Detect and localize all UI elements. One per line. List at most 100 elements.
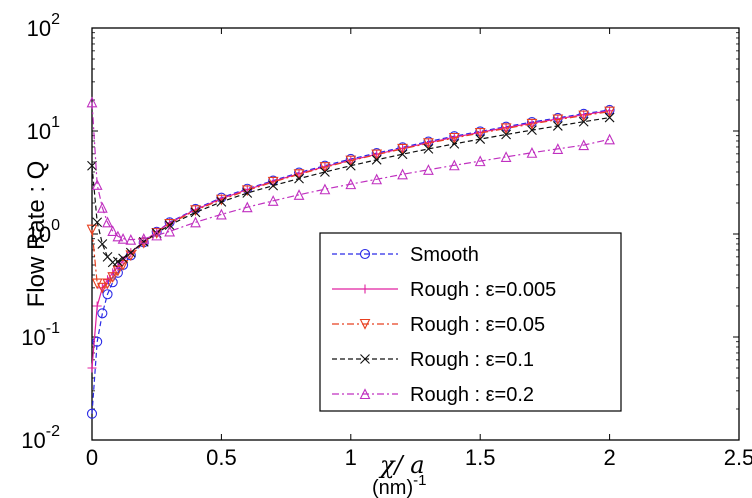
data-point — [138, 232, 150, 244]
data-point — [96, 282, 108, 294]
data-point — [102, 216, 113, 228]
data-point — [371, 149, 383, 161]
data-point — [96, 201, 108, 213]
legend-swatch-marker — [360, 284, 370, 294]
data-point — [449, 138, 460, 149]
y-tick-base: 10 — [21, 428, 45, 453]
x-axis-label-unit: (nm)-1 — [372, 472, 426, 498]
data-point — [371, 173, 383, 185]
data-point — [190, 216, 201, 228]
data-point — [268, 180, 279, 191]
data-point — [578, 110, 590, 122]
series-4 — [87, 112, 615, 268]
data-point — [474, 128, 486, 139]
data-point — [320, 167, 330, 177]
data-point — [241, 201, 253, 213]
y-tick-exp: 1 — [51, 114, 60, 131]
data-point — [112, 265, 124, 277]
x-tick-label: 1.5 — [465, 445, 496, 470]
data-point — [294, 173, 304, 184]
data-point — [552, 114, 564, 126]
legend-item: Rough : ε=0.1 — [332, 349, 534, 371]
legend-item: Smooth — [332, 244, 479, 266]
data-point — [267, 176, 279, 188]
y-tick-label: 101 — [27, 114, 60, 144]
data-point — [87, 160, 97, 171]
y-tick-exp: -2 — [46, 423, 60, 440]
data-point — [87, 363, 97, 373]
data-point — [527, 125, 537, 136]
y-tick-base: 10 — [27, 119, 51, 144]
x-tick-label: 0.5 — [206, 445, 237, 470]
data-point — [397, 143, 408, 155]
y-tick-exp: 0 — [51, 217, 60, 234]
y-axis-label: Flow Rate : Q — [23, 161, 50, 308]
legend-label: Rough : ε=0.1 — [410, 349, 534, 371]
data-point — [103, 275, 113, 285]
data-point — [423, 138, 434, 150]
data-point — [112, 256, 123, 267]
y-tick-label: 102 — [27, 11, 60, 41]
legend-items: Smooth Rough : ε=0.005 Rough : ε=0.05 Rough… — [332, 244, 556, 406]
legend-box — [319, 232, 622, 412]
data-point — [552, 143, 564, 154]
data-point — [526, 118, 538, 130]
legend-swatch-marker — [359, 388, 371, 400]
x-axis-unit-exp: -1 — [413, 472, 426, 489]
y-tick-base: 10 — [21, 325, 45, 350]
data-point — [97, 308, 108, 319]
data-point — [118, 253, 128, 264]
data-point — [151, 229, 163, 241]
data-point — [125, 247, 136, 258]
data-point — [92, 301, 102, 311]
data-point — [604, 106, 615, 118]
x-tick-label: 2 — [603, 445, 615, 470]
data-point — [112, 230, 124, 242]
legend-label: Rough : ε=0.005 — [410, 279, 556, 301]
y-tick-exp: 2 — [51, 11, 60, 28]
series-line — [91, 117, 610, 264]
legend-label: Smooth — [410, 244, 479, 266]
data-point — [423, 144, 434, 154]
series-3 — [86, 106, 615, 294]
data-point — [151, 228, 163, 239]
data-point — [319, 162, 331, 173]
data-point — [526, 147, 538, 158]
data-point — [578, 139, 590, 151]
data-point — [92, 217, 103, 228]
data-point — [500, 123, 512, 135]
data-point — [107, 225, 119, 237]
y-tick-label: 100 — [27, 217, 60, 247]
data-point — [190, 207, 201, 218]
data-point — [102, 278, 113, 290]
legend-item: Rough : ε=0.2 — [332, 384, 534, 406]
data-point — [578, 116, 589, 127]
data-point — [604, 133, 615, 145]
x-tick-label: 1 — [345, 445, 357, 470]
x-tick-label: 2.5 — [724, 445, 752, 470]
data-point — [319, 183, 331, 195]
x-axis-unit-base: (nm) — [372, 477, 413, 498]
data-point — [423, 164, 434, 175]
data-point — [91, 179, 103, 190]
legend: Smooth Rough : ε=0.005 Rough : ε=0.05 Rough… — [319, 232, 622, 412]
legend-label: Rough : ε=0.05 — [410, 314, 545, 336]
data-point — [242, 188, 253, 198]
data-point — [345, 178, 357, 190]
data-point — [293, 189, 305, 200]
data-point — [86, 408, 98, 419]
data-point — [117, 232, 129, 244]
y-tick-label: 10-2 — [21, 423, 60, 453]
x-axis-label-symbol: χ/ a — [378, 451, 425, 479]
legend-label: Rough : ε=0.2 — [410, 384, 534, 406]
legend-swatch-marker — [359, 248, 371, 260]
data-point — [138, 236, 149, 247]
x-axis-label: χ/ a (nm)-1 — [372, 451, 426, 498]
data-point — [102, 289, 113, 300]
series-5 — [86, 96, 615, 245]
series-layer — [86, 96, 615, 419]
data-point — [164, 220, 175, 230]
data-point — [293, 169, 305, 181]
data-point — [86, 224, 98, 236]
